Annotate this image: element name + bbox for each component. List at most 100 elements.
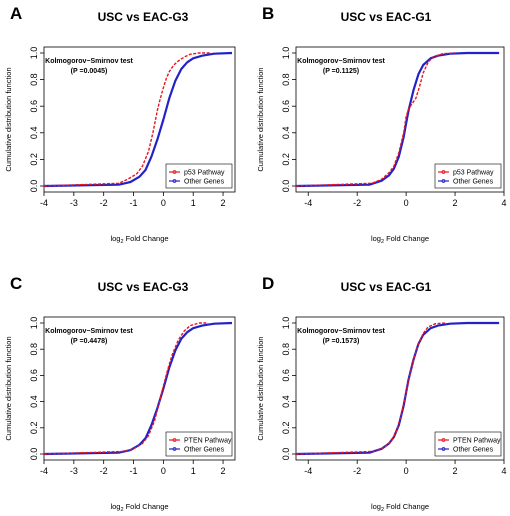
y-axis-label: Cumulative distribution function bbox=[4, 336, 13, 440]
x-tick-label: 0 bbox=[161, 466, 166, 476]
plot-frame bbox=[295, 316, 505, 461]
y-axis-label: Cumulative distribution function bbox=[256, 336, 265, 440]
y-tick-label: 0.8 bbox=[281, 73, 291, 86]
legend-label: Other Genes bbox=[453, 447, 494, 454]
chart-title: USC vs EAC-G3 bbox=[98, 280, 189, 294]
x-tick-label: -3 bbox=[70, 466, 78, 476]
legend-marker bbox=[441, 438, 446, 442]
x-axis-label: log2 Fold Change bbox=[110, 502, 168, 513]
y-tick-label: 0.4 bbox=[281, 127, 291, 140]
chart-title: USC vs EAC-G1 bbox=[341, 10, 432, 24]
ks-test-annotation: (P =0.1573) bbox=[323, 338, 360, 345]
legend-marker bbox=[441, 170, 446, 174]
legend-marker bbox=[172, 447, 177, 451]
y-tick-label: 0.2 bbox=[281, 422, 291, 435]
series-line-pathway bbox=[43, 52, 212, 187]
ks-test-annotation: (P =0.1125) bbox=[323, 68, 359, 75]
ks-test-annotation: Kolmogorov−Smirnov test bbox=[45, 58, 133, 65]
x-tick-label: -4 bbox=[304, 198, 312, 208]
y-tick-label: 0.4 bbox=[29, 395, 39, 408]
x-tick-label: -3 bbox=[70, 198, 78, 208]
x-tick-label: -4 bbox=[40, 466, 48, 476]
x-tick-label: -2 bbox=[353, 198, 361, 208]
legend-label: Other Genes bbox=[453, 179, 494, 186]
y-tick-label: 0.8 bbox=[29, 73, 39, 86]
ks-test-annotation: Kolmogorov−Smirnov test bbox=[297, 58, 385, 65]
legend-label: Other Genes bbox=[184, 447, 225, 454]
y-tick-label: 0.2 bbox=[281, 153, 291, 166]
y-tick-label: 0.6 bbox=[281, 369, 291, 382]
x-tick-label: -2 bbox=[353, 466, 361, 476]
legend-box bbox=[165, 431, 233, 457]
x-tick-label: 0 bbox=[404, 198, 409, 208]
panel-letter: C bbox=[10, 274, 22, 293]
y-tick-label: 0.6 bbox=[29, 369, 39, 382]
legend-marker bbox=[441, 179, 446, 183]
legend: p53 Pathway Other Genes bbox=[165, 163, 233, 189]
panel-d: D USC vs EAC-G1 0.0 0.2 0.4 0.6 0.8 1.0 -4 -2 0 2 4 l… bbox=[256, 274, 507, 513]
x-tick-label: -1 bbox=[130, 198, 138, 208]
panel-letter: D bbox=[262, 274, 274, 293]
series-line-other-genes bbox=[43, 51, 233, 188]
y-tick-label: 1.0 bbox=[29, 317, 39, 330]
plot-frame bbox=[43, 316, 236, 461]
y-tick-label: 0.2 bbox=[29, 153, 39, 166]
ks-test-annotation: Kolmogorov−Smirnov test bbox=[45, 328, 133, 335]
legend-box bbox=[434, 163, 502, 189]
y-tick-label: 0.4 bbox=[29, 127, 39, 140]
panel-letter: A bbox=[10, 4, 22, 23]
panel-a: A USC vs EAC-G3 0.0 0.2 0.4 0.6 0.8 1.0 -4 -3 -2 -1… bbox=[4, 4, 236, 245]
x-tick-label: 4 bbox=[501, 466, 506, 476]
x-tick-label: 2 bbox=[221, 198, 226, 208]
plot-frame bbox=[295, 46, 505, 193]
y-tick-label: 0.8 bbox=[29, 343, 39, 356]
legend: PTEN Pathway Other Genes bbox=[434, 431, 502, 457]
legend-marker bbox=[172, 170, 177, 174]
y-tick-label: 0.8 bbox=[281, 343, 291, 356]
ks-test-annotation: Kolmogorov−Smirnov test bbox=[297, 328, 385, 335]
series-line-pathway bbox=[295, 52, 456, 187]
series-line-pathway bbox=[295, 322, 446, 455]
plot-frame bbox=[43, 46, 236, 193]
x-tick-label: -2 bbox=[100, 466, 108, 476]
legend-box bbox=[165, 163, 233, 189]
legend: p53 Pathway Other Genes bbox=[434, 163, 502, 189]
y-tick-label: 0.0 bbox=[29, 448, 39, 461]
x-tick-label: 2 bbox=[221, 466, 226, 476]
legend-label: p53 Pathway bbox=[184, 170, 225, 177]
y-tick-label: 0.4 bbox=[281, 395, 291, 408]
y-tick-label: 0.0 bbox=[281, 448, 291, 461]
ks-test-annotation: (P =0.4478) bbox=[71, 338, 108, 345]
legend-marker bbox=[172, 438, 177, 442]
x-axis-label: log2 Fold Change bbox=[110, 234, 168, 245]
legend-marker bbox=[172, 179, 177, 183]
x-tick-label: -4 bbox=[40, 198, 48, 208]
chart-title: USC vs EAC-G3 bbox=[98, 10, 189, 24]
y-tick-label: 1.0 bbox=[281, 47, 291, 60]
y-tick-label: 0.6 bbox=[29, 100, 39, 113]
chart-title: USC vs EAC-G1 bbox=[341, 280, 432, 294]
x-tick-label: -4 bbox=[304, 466, 312, 476]
y-axis-label: Cumulative distribution function bbox=[256, 67, 265, 171]
x-axis-label: log2 Fold Change bbox=[371, 502, 429, 513]
x-tick-label: 0 bbox=[161, 198, 166, 208]
series-line-pathway bbox=[43, 322, 209, 455]
x-tick-label: 4 bbox=[501, 198, 506, 208]
legend-label: PTEN Pathway bbox=[453, 438, 501, 445]
x-tick-label: 1 bbox=[191, 466, 196, 476]
legend-box bbox=[434, 431, 502, 457]
y-tick-label: 0.0 bbox=[29, 180, 39, 193]
y-tick-label: 0.6 bbox=[281, 100, 291, 113]
legend-label: PTEN Pathway bbox=[184, 438, 232, 445]
panel-b: B USC vs EAC-G1 0.0 0.2 0.4 0.6 0.8 1.0 -4 -2 0 2 4 l… bbox=[256, 4, 507, 245]
x-tick-label: -2 bbox=[100, 198, 108, 208]
x-axis-label: log2 Fold Change bbox=[371, 234, 429, 245]
y-axis-label: Cumulative distribution function bbox=[4, 67, 13, 171]
legend-label: p53 Pathway bbox=[453, 170, 494, 177]
legend-label: Other Genes bbox=[184, 179, 225, 186]
y-tick-label: 1.0 bbox=[281, 317, 291, 330]
y-tick-label: 0.0 bbox=[281, 180, 291, 193]
x-tick-label: 0 bbox=[404, 466, 409, 476]
ks-test-annotation: (P =0.0045) bbox=[71, 68, 108, 75]
